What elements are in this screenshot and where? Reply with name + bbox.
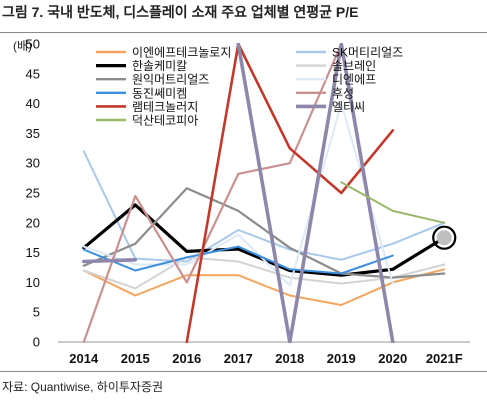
y-tick-label: 25 [26, 186, 40, 201]
y-tick-label: 5 [33, 305, 40, 320]
legend-item: 동진쎄미켐 [96, 86, 187, 100]
highlight-marker [432, 225, 457, 250]
legend-label: 솔브레인 [332, 59, 376, 73]
series-line [82, 245, 394, 275]
x-tick-label: 2021F [426, 351, 463, 366]
series-line [82, 43, 343, 343]
legend-label: 디엔에프 [332, 73, 376, 87]
title-divider [0, 32, 487, 33]
series-line [82, 150, 446, 263]
highlight-circle [432, 225, 457, 250]
y-tick-label: 45 [26, 66, 40, 81]
x-axis-ticks: 2014 2015 2016 2017 2018 2019 2020 2021F [58, 341, 470, 366]
footer-divider [0, 371, 487, 372]
y-tick-label: 35 [26, 126, 40, 141]
x-tick-label: 2018 [275, 351, 304, 366]
legend-label: SK머티리얼즈 [332, 46, 403, 60]
legend-item: 한솔케미칼 [96, 59, 187, 73]
legend-label: 덕산테코피아 [132, 114, 198, 128]
x-tick-label: 2020 [378, 351, 407, 366]
x-tick-label: 2017 [224, 351, 253, 366]
y-axis-ticks: 0 5 10 15 20 25 30 35 40 45 50 [26, 37, 40, 350]
source-note: 자료: Quantiwise, 하이투자증권 [2, 380, 164, 394]
series-line [236, 43, 395, 343]
y-tick-label: 50 [26, 37, 40, 52]
legend-item: 원익머트리얼즈 [96, 73, 209, 87]
series-line [82, 258, 138, 264]
legend-label: 한솔케미칼 [132, 59, 187, 73]
legend-item: 엘티씨 [296, 100, 365, 114]
legend-item: 덕산테코피아 [96, 114, 198, 128]
legend-label: 엘티씨 [332, 100, 365, 114]
legend-item: 디엔에프 [296, 73, 376, 87]
y-tick-label: 15 [26, 245, 40, 260]
x-tick-label: 2015 [121, 351, 150, 366]
legend-item: 솔브레인 [296, 59, 376, 73]
legend-label: 램테크놀러지 [132, 100, 198, 114]
series-line [82, 102, 394, 287]
x-tick-label: 2016 [172, 351, 201, 366]
y-tick-label: 10 [26, 275, 40, 290]
series-lines [82, 43, 446, 343]
series-line [82, 256, 446, 290]
series-line [185, 43, 395, 343]
y-axis-label: (배) [13, 39, 32, 53]
y-tick-label: 40 [26, 96, 40, 111]
series-line [340, 181, 446, 224]
legend-item: 이엔에프테크놀로지 [96, 46, 231, 60]
chart-title: 그림 7. 국내 반도체, 디스플레이 소재 주요 업체별 연평균 P/E [2, 4, 359, 20]
legend-item: SK머티리얼즈 [296, 46, 403, 60]
legend-label: 후성 [332, 86, 354, 100]
y-tick-label: 20 [26, 215, 40, 230]
legend-label: 원익머트리얼즈 [132, 73, 209, 87]
y-tick-label: 30 [26, 156, 40, 171]
legend-label: 이엔에프테크놀로지 [132, 46, 231, 60]
x-tick-label: 2019 [327, 351, 356, 366]
x-tick-label: 2014 [69, 351, 99, 366]
y-tick-label: 0 [33, 335, 40, 350]
series-line [82, 187, 446, 279]
legend-item: 램테크놀러지 [96, 100, 198, 114]
legend-item: 후성 [296, 86, 354, 100]
highlight-dot [436, 230, 452, 246]
legend-label: 동진쎄미켐 [132, 86, 187, 100]
